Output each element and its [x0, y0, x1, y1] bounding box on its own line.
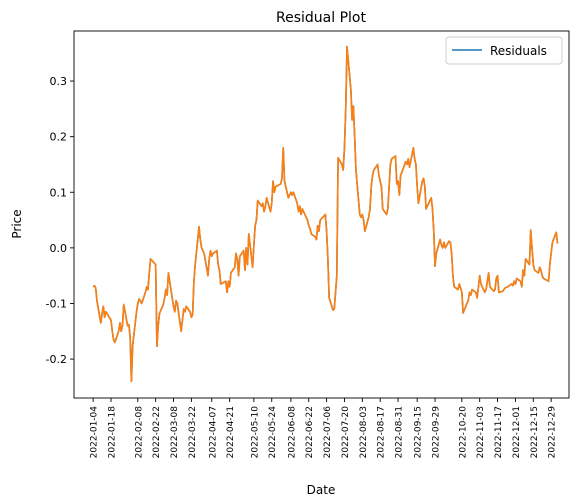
plot-area — [73, 30, 570, 399]
y-axis-label: Price — [10, 209, 24, 238]
y-tick-label: 0.0 — [50, 242, 68, 255]
x-tick-label: 2022-06-08 — [287, 406, 297, 459]
x-tick-label: 2022-04-07 — [208, 406, 218, 458]
y-axis: -0.2 -0.1 0.0 0.1 0.2 0.3 — [46, 75, 74, 366]
x-tick-label: 2022-01-04 — [90, 406, 100, 459]
x-tick-label: 2022-07-20 — [341, 406, 351, 459]
x-tick-label: 2022-05-24 — [268, 406, 278, 459]
x-tick-label: 2022-05-10 — [250, 406, 260, 459]
overlay-line — [92, 45, 559, 383]
x-tick-label: 2022-02-08 — [134, 406, 144, 459]
y-tick-label: -0.2 — [46, 353, 67, 366]
x-axis: 2022-01-04 2022-01-18 2022-02-08 2022-02-22… — [90, 398, 558, 458]
x-tick-label: 2022-12-01 — [512, 406, 522, 458]
x-tick-label: 2022-07-06 — [323, 406, 333, 459]
legend-box — [445, 36, 563, 65]
x-tick-label: 2022-08-17 — [377, 406, 387, 458]
x-axis-label: Date — [307, 483, 336, 497]
y-tick-label: -0.1 — [46, 297, 67, 310]
x-tick-label: 2022-02-22 — [152, 406, 162, 458]
x-tick-label: 2022-11-03 — [476, 406, 486, 458]
series-layer — [92, 45, 559, 383]
y-tick-label: 0.1 — [50, 186, 68, 199]
legend: Residuals — [445, 36, 563, 65]
x-tick-label: 2022-08-03 — [359, 406, 369, 458]
legend-label: Residuals — [490, 44, 547, 58]
chart-title: Residual Plot — [276, 10, 366, 26]
x-tick-label: 2022-09-29 — [432, 406, 442, 459]
x-tick-label: 2022-08-31 — [395, 406, 405, 458]
x-tick-label: 2022-03-22 — [188, 406, 198, 458]
x-tick-label: 2022-03-08 — [170, 406, 180, 459]
y-tick-label: 0.2 — [50, 131, 68, 144]
x-tick-label: 2022-11-17 — [494, 406, 504, 458]
axes-frame — [73, 30, 570, 399]
y-tick-label: 0.3 — [50, 75, 68, 88]
x-tick-label: 2022-04-21 — [226, 406, 236, 458]
x-tick-label: 2022-12-29 — [548, 406, 558, 459]
x-tick-label: 2022-09-15 — [414, 406, 424, 458]
x-tick-label: 2022-12-15 — [530, 406, 540, 458]
x-tick-label: 2022-10-20 — [458, 406, 468, 459]
x-tick-label: 2022-06-22 — [305, 406, 315, 458]
x-tick-label: 2022-01-18 — [107, 406, 117, 459]
